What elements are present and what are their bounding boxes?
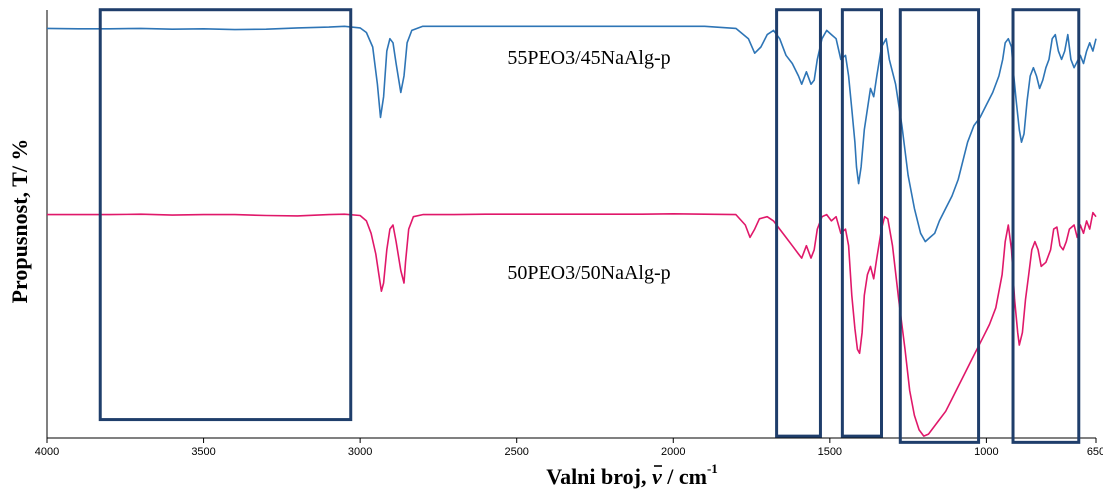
series-label-55peo3: 55PEO3/45NaAlg-p [507,47,670,69]
x-tick-label: 1000 [974,446,998,458]
x-axis-title: Valni broj, ν / cm-1 [546,461,718,489]
x-tick-label: 650 [1087,446,1103,458]
x-tick-label: 3500 [191,446,215,458]
x-axis-title-text: Valni broj, [546,464,652,489]
series-group [46,25,1097,437]
x-tick-label: 2500 [504,446,528,458]
highlight-box-1 [98,8,353,422]
highlight-boxes [98,8,1081,444]
highlight-box-2 [775,8,822,438]
highlight-box-5 [1011,8,1081,444]
series-label-50peo3: 50PEO3/50NaAlg-p [507,262,670,284]
x-tick-label: 1500 [818,446,842,458]
x-tick-label: 2000 [661,446,685,458]
y-axis-title: Propusnost, T/ % [7,139,32,304]
plot-area: 4000 3500 3000 2500 2000 1500 1000 650 [35,8,1103,458]
highlight-box-4 [898,8,981,444]
series-line-1 [46,25,1097,243]
x-tick-label: 3000 [348,446,372,458]
series-line-2 [47,211,1097,437]
x-ticks: 4000 3500 3000 2500 2000 1500 1000 650 [35,438,1103,458]
x-axis-title-sup: -1 [707,461,718,476]
x-axis-title-unit: / cm [662,464,707,489]
highlight-box-3 [840,8,884,438]
x-tick-label: 4000 [35,446,59,458]
x-axis-title-symbol: ν [652,464,662,489]
